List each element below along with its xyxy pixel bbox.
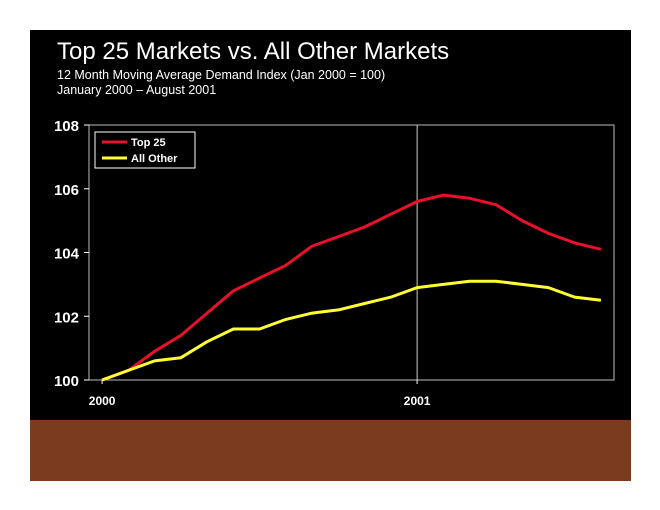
chart-subtitle: 12 Month Moving Average Demand Index (Ja… [57, 68, 386, 82]
chart-title: Top 25 Markets vs. All Other Markets [57, 38, 450, 65]
y-tick-label: 106 [54, 182, 79, 199]
y-tick-label: 102 [54, 309, 79, 326]
y-tick-label: 108 [54, 118, 79, 135]
chart-date-range: January 2000 – August 2001 [57, 83, 217, 97]
line-chart: 100 102 104 106 108 2000 2001 Top 25 All Other [54, 118, 615, 408]
series-line-all-other [101, 279, 602, 382]
legend-label: All Other [131, 153, 178, 165]
series-line-top-25 [101, 193, 602, 382]
y-tick-label: 104 [54, 246, 80, 263]
x-tick-label: 2000 [89, 394, 116, 408]
footer-band [30, 420, 631, 481]
legend-label: Top 25 [131, 137, 166, 149]
slide: Top 25 Markets vs. All Other Markets 12 … [30, 30, 631, 481]
legend-box [94, 131, 196, 169]
x-tick-label: 2001 [404, 394, 431, 408]
y-tick-label: 100 [54, 373, 79, 390]
